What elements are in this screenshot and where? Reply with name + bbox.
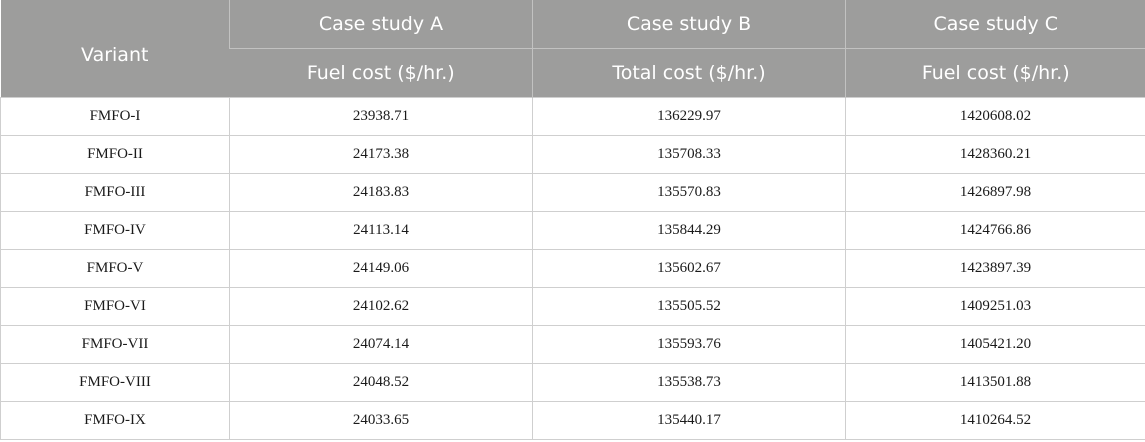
variant-cell: FMFO-VII [0,325,230,364]
case-a-fuel-cost-cell: 24183.83 [229,173,533,212]
subheader-a: Fuel cost ($/hr.) [229,48,533,98]
case-c-fuel-cost-cell: 1424766.86 [845,211,1145,250]
case-a-fuel-cost-cell: 24113.14 [229,211,533,250]
table-row: FMFO-IX 24033.65 135440.17 1410264.52 [0,401,1145,440]
variant-cell: FMFO-VIII [0,363,230,402]
table-row: FMFO-II 24173.38 135708.33 1428360.21 [0,135,1145,174]
case-c-fuel-cost-cell: 1409251.03 [845,287,1145,326]
variant-cell: FMFO-IX [0,401,230,440]
table-row: FMFO-VI 24102.62 135505.52 1409251.03 [0,287,1145,326]
case-a-fuel-cost-cell: 24173.38 [229,135,533,174]
table-body: FMFO-I 23938.71 136229.97 1420608.02 FMFO-II… [0,97,1145,440]
case-a-fuel-cost-cell: 24048.52 [229,363,533,402]
subheader-b: Total cost ($/hr.) [532,48,846,98]
case-c-fuel-cost-cell: 1413501.88 [845,363,1145,402]
header-variant: Variant [0,0,230,98]
variant-cell: FMFO-I [0,97,230,136]
variant-cell: FMFO-III [0,173,230,212]
table-row: FMFO-III 24183.83 135570.83 1426897.98 [0,173,1145,212]
case-a-fuel-cost-cell: 24102.62 [229,287,533,326]
variant-cell: FMFO-VI [0,287,230,326]
case-a-fuel-cost-cell: 24033.65 [229,401,533,440]
case-c-fuel-cost-cell: 1428360.21 [845,135,1145,174]
case-b-total-cost-cell: 135538.73 [532,363,846,402]
table-row: FMFO-V 24149.06 135602.67 1423897.39 [0,249,1145,288]
case-b-total-cost-cell: 135505.52 [532,287,846,326]
case-c-fuel-cost-cell: 1405421.20 [845,325,1145,364]
case-b-total-cost-cell: 136229.97 [532,97,846,136]
case-b-total-cost-cell: 135570.83 [532,173,846,212]
case-b-total-cost-cell: 135708.33 [532,135,846,174]
case-a-fuel-cost-cell: 24149.06 [229,249,533,288]
variant-cell: FMFO-IV [0,211,230,250]
case-b-total-cost-cell: 135440.17 [532,401,846,440]
variant-cell: FMFO-V [0,249,230,288]
header-case-study-a: Case study A [229,0,533,49]
case-a-fuel-cost-cell: 24074.14 [229,325,533,364]
header-case-study-b: Case study B [532,0,846,49]
case-b-total-cost-cell: 135844.29 [532,211,846,250]
case-c-fuel-cost-cell: 1420608.02 [845,97,1145,136]
header-row-subheaders: Fuel cost ($/hr.) Total cost ($/hr.) Fue… [1,48,1145,98]
header-case-study-c: Case study C [845,0,1145,49]
case-c-fuel-cost-cell: 1423897.39 [845,249,1145,288]
case-b-total-cost-cell: 135602.67 [532,249,846,288]
header-row-groups: Variant Case study A Case study B Case s… [0,0,1145,98]
subheader-c: Fuel cost ($/hr.) [845,48,1145,98]
table-row: FMFO-I 23938.71 136229.97 1420608.02 [0,97,1145,136]
case-c-fuel-cost-cell: 1410264.52 [845,401,1145,440]
table-row: FMFO-VIII 24048.52 135538.73 1413501.88 [0,363,1145,402]
case-b-total-cost-cell: 135593.76 [532,325,846,364]
table-row: FMFO-VII 24074.14 135593.76 1405421.20 [0,325,1145,364]
case-c-fuel-cost-cell: 1426897.98 [845,173,1145,212]
variant-cell: FMFO-II [0,135,230,174]
table-row: FMFO-IV 24113.14 135844.29 1424766.86 [0,211,1145,250]
case-a-fuel-cost-cell: 23938.71 [229,97,533,136]
